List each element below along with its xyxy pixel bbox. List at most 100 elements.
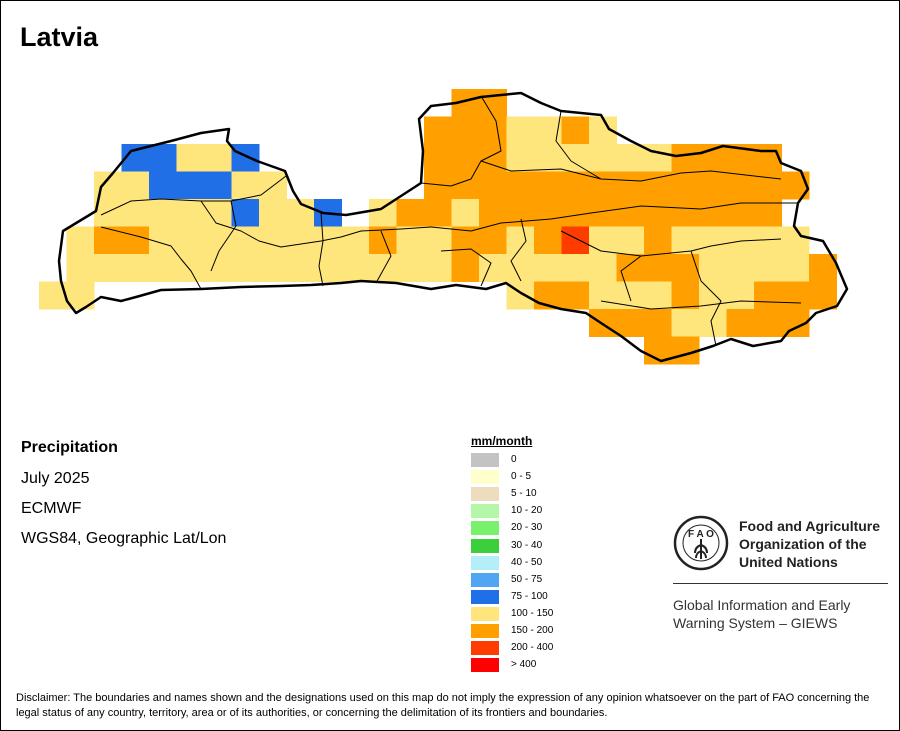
grid-cell-100-150 (781, 226, 810, 255)
logo-divider (673, 583, 888, 584)
grid-cell-200-400 (561, 226, 590, 255)
grid-cell-75-100 (231, 199, 260, 227)
grid-cell-150-200 (699, 171, 727, 200)
legend-swatch (471, 521, 499, 536)
grid-cell-100-150 (259, 254, 287, 282)
grid-cell-150-200 (616, 254, 645, 282)
legend-swatch (471, 624, 499, 638)
grid-cell-150-200 (671, 199, 700, 227)
legend-swatch (471, 487, 499, 502)
grid-cell-100-150 (149, 254, 177, 282)
grid-cell-100-150 (781, 254, 810, 282)
grid-cell-150-200 (479, 226, 507, 255)
grid-cell-100-150 (396, 226, 425, 255)
fao-name-line: United Nations (739, 554, 838, 570)
grid-cell-100-150 (204, 254, 232, 282)
grid-cell-150-200 (424, 116, 452, 145)
grid-cell-150-200 (451, 116, 480, 145)
grid-cell-100-150 (204, 199, 232, 227)
grid-cell-100-150 (534, 254, 562, 282)
grid-cell-100-150 (259, 226, 287, 255)
grid-cell-100-150 (589, 254, 617, 282)
map-title: Latvia (20, 22, 99, 52)
grid-cell-150-200 (506, 199, 535, 227)
grid-cell-100-150 (424, 254, 452, 282)
grid-cell-150-200 (754, 199, 782, 227)
legend-title: mm/month (471, 434, 533, 448)
grid-cell-150-200 (589, 171, 617, 200)
grid-cell-150-200 (726, 199, 755, 227)
grid-cell-150-200 (424, 199, 452, 227)
grid-cell-100-150 (66, 226, 95, 255)
grid-cell-150-200 (561, 116, 590, 145)
grid-cell-150-200 (534, 226, 562, 255)
grid-cell-100-150 (726, 281, 755, 310)
grid-cell-100-150 (451, 199, 480, 227)
grid-cell-100-150 (204, 144, 232, 172)
grid-cell-100-150 (561, 254, 590, 282)
grid-cell-100-150 (589, 144, 617, 172)
grid-cell-150-200 (451, 144, 480, 172)
grid-cell-100-150 (616, 281, 645, 310)
fao-name-line: Organization of the (739, 536, 867, 552)
grid-cell-100-150 (506, 226, 535, 255)
country-border (57, 91, 849, 363)
grid-cell-100-150 (94, 254, 122, 282)
grid-cell-150-200 (561, 281, 590, 310)
grid-cell-150-200 (396, 199, 425, 227)
grid-cell-150-200 (754, 281, 782, 310)
grid-cell-100-150 (204, 226, 232, 255)
grid-cell-100-150 (644, 281, 672, 310)
grid-cell-100-150 (286, 226, 315, 255)
grid-cell-100-150 (616, 144, 645, 172)
grid-cell-150-200 (671, 144, 700, 172)
legend-label: 200 - 400 (511, 642, 554, 654)
grid-cell-100-150 (644, 144, 672, 172)
grid-cell-150-200 (534, 199, 562, 227)
grid-cell-75-100 (149, 144, 177, 172)
grid-cell-150-200 (369, 226, 397, 255)
grid-cell-100-150 (699, 226, 727, 255)
grid-cell-100-150 (424, 226, 452, 255)
grid-cell-100-150 (149, 199, 177, 227)
grid-cell-100-150 (506, 254, 535, 282)
grid-cell-150-200 (616, 199, 645, 227)
grid-cell-150-200 (479, 199, 507, 227)
grid-cell-100-150 (534, 144, 562, 172)
legend-swatch (471, 453, 499, 467)
grid-cell-75-100 (149, 171, 177, 200)
legend-label: 50 - 75 (511, 573, 543, 585)
legend-swatch (471, 504, 499, 519)
grid-cell-100-150 (121, 254, 150, 282)
grid-cell-150-200 (671, 171, 700, 200)
grid-cell-100-150 (286, 254, 315, 282)
legend-swatch (471, 538, 499, 553)
grid-cell-150-200 (671, 254, 700, 282)
period-label: July 2025 (21, 470, 90, 487)
legend-label: 0 - 5 (511, 471, 532, 483)
grid-cell-100-150 (589, 281, 617, 310)
grid-cell-100-150 (176, 199, 205, 227)
grid-cell-100-150 (231, 254, 260, 282)
grid-cell-150-200 (451, 171, 480, 200)
grid-cell-150-200 (451, 254, 480, 282)
grid-cell-150-200 (616, 171, 645, 200)
legend-label: 5 - 10 (511, 488, 537, 500)
legend-swatch (471, 658, 499, 673)
grid-cell-150-200 (644, 309, 672, 337)
grid-cell-150-200 (644, 199, 672, 227)
grid-cell-150-200 (561, 199, 590, 227)
legend-label: > 400 (511, 659, 537, 671)
grid-cell-150-200 (671, 281, 700, 310)
grid-cell-150-200 (506, 171, 535, 200)
precipitation-map (39, 89, 849, 365)
legend-swatch (471, 470, 499, 485)
grid-cell-150-200 (726, 171, 755, 200)
grid-cell-100-150 (396, 254, 425, 282)
legend-label: 100 - 150 (511, 607, 554, 619)
grid-cell-150-200 (479, 144, 507, 172)
grid-cell-100-150 (66, 254, 95, 282)
grid-cell-75-100 (231, 144, 260, 172)
grid-cell-75-100 (176, 171, 205, 200)
